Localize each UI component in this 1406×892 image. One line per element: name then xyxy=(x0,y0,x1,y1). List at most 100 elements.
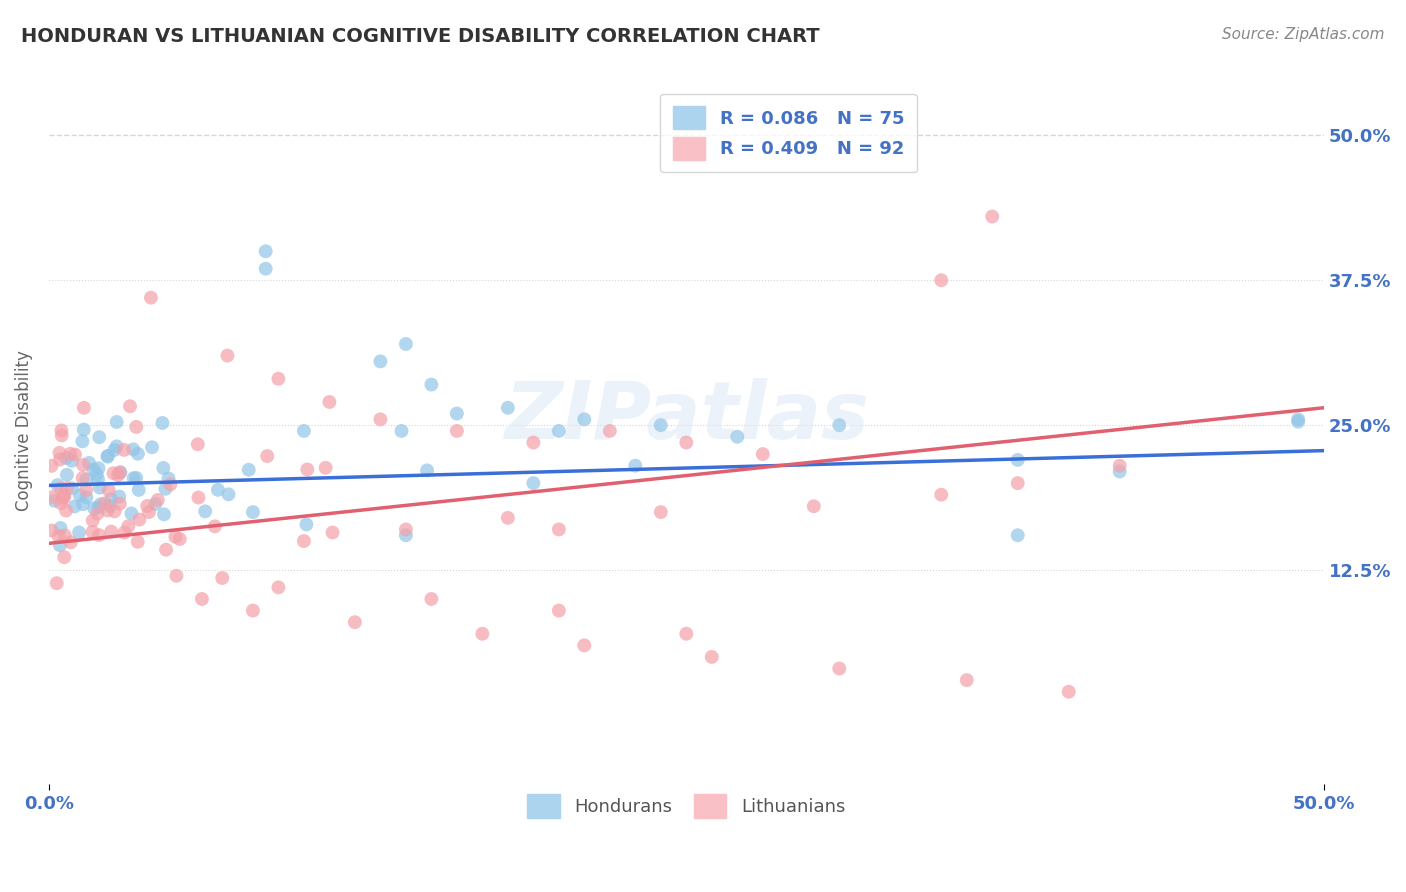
Point xyxy=(446,407,468,421)
Point xyxy=(41,458,63,473)
Point xyxy=(165,569,187,583)
Point xyxy=(59,535,82,549)
Point xyxy=(46,478,69,492)
Point xyxy=(103,467,125,481)
Point xyxy=(191,592,214,607)
Point xyxy=(87,528,110,542)
Text: ZIPatlas: ZIPatlas xyxy=(503,378,869,456)
Point xyxy=(53,490,76,504)
Point xyxy=(254,244,277,259)
Point xyxy=(60,481,83,495)
Point xyxy=(128,513,150,527)
Point xyxy=(72,434,94,449)
Point xyxy=(125,471,148,485)
Point xyxy=(929,273,952,287)
Point xyxy=(496,401,519,415)
Point xyxy=(675,626,697,640)
Point xyxy=(217,349,239,363)
Point xyxy=(143,497,166,511)
Point xyxy=(125,420,148,434)
Point xyxy=(391,424,413,438)
Point xyxy=(420,377,443,392)
Point xyxy=(56,481,79,495)
Point xyxy=(522,435,544,450)
Point xyxy=(48,446,70,460)
Point xyxy=(108,490,131,504)
Point xyxy=(53,550,76,565)
Point xyxy=(650,505,672,519)
Point xyxy=(63,448,86,462)
Point xyxy=(242,604,264,618)
Point xyxy=(315,460,337,475)
Point xyxy=(112,442,135,457)
Point xyxy=(752,447,775,461)
Point xyxy=(44,493,66,508)
Legend: Hondurans, Lithuanians: Hondurans, Lithuanians xyxy=(520,788,852,825)
Point xyxy=(75,491,97,505)
Point xyxy=(446,424,468,438)
Point xyxy=(1007,476,1029,491)
Point xyxy=(97,483,120,498)
Point xyxy=(87,500,110,515)
Text: HONDURAN VS LITHUANIAN COGNITIVE DISABILITY CORRELATION CHART: HONDURAN VS LITHUANIAN COGNITIVE DISABIL… xyxy=(21,27,820,45)
Point xyxy=(522,476,544,491)
Point xyxy=(49,538,72,552)
Point xyxy=(53,528,76,542)
Point xyxy=(82,524,104,539)
Point xyxy=(48,529,70,543)
Point xyxy=(141,440,163,454)
Point xyxy=(1108,458,1130,473)
Point xyxy=(118,399,141,413)
Point xyxy=(496,511,519,525)
Point xyxy=(112,525,135,540)
Point xyxy=(318,395,340,409)
Point xyxy=(547,604,569,618)
Point xyxy=(803,500,825,514)
Point xyxy=(420,592,443,607)
Point xyxy=(49,452,72,467)
Point xyxy=(86,467,108,482)
Point xyxy=(89,481,111,495)
Point xyxy=(55,450,77,465)
Point xyxy=(41,524,63,538)
Point xyxy=(675,435,697,450)
Point xyxy=(69,488,91,502)
Point xyxy=(72,458,94,472)
Point xyxy=(107,468,129,483)
Point xyxy=(41,490,63,504)
Point xyxy=(152,461,174,475)
Point xyxy=(1057,684,1080,698)
Point xyxy=(128,483,150,497)
Point xyxy=(49,521,72,535)
Point xyxy=(155,542,177,557)
Point xyxy=(127,534,149,549)
Point xyxy=(267,372,290,386)
Point xyxy=(117,519,139,533)
Point xyxy=(60,454,83,468)
Point xyxy=(73,423,96,437)
Point xyxy=(650,418,672,433)
Point xyxy=(136,499,159,513)
Point xyxy=(51,428,73,442)
Point xyxy=(110,466,132,480)
Point xyxy=(153,508,176,522)
Point xyxy=(292,424,315,438)
Point xyxy=(207,483,229,497)
Point xyxy=(1286,415,1309,429)
Point xyxy=(157,471,180,485)
Point xyxy=(211,571,233,585)
Point xyxy=(105,415,128,429)
Point xyxy=(103,443,125,458)
Point xyxy=(67,525,90,540)
Point xyxy=(93,496,115,510)
Point xyxy=(254,261,277,276)
Point xyxy=(187,437,209,451)
Point xyxy=(169,532,191,546)
Point xyxy=(120,507,142,521)
Point xyxy=(49,482,72,496)
Point xyxy=(89,497,111,511)
Point xyxy=(574,412,596,426)
Point xyxy=(96,450,118,464)
Point xyxy=(1007,528,1029,542)
Point xyxy=(51,424,73,438)
